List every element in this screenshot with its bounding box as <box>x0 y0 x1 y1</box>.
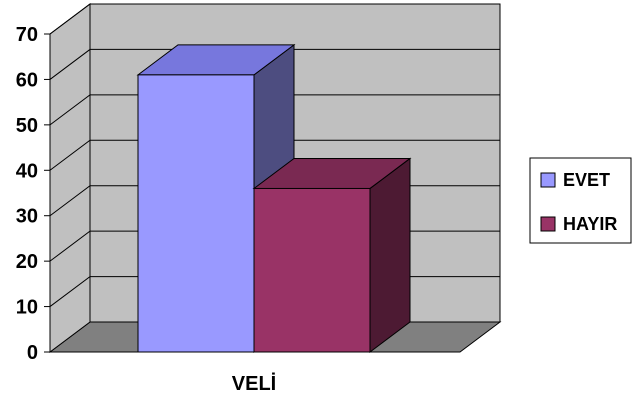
bar-front-face <box>253 187 371 353</box>
bar-front-face <box>137 74 255 353</box>
gridline <box>49 139 500 171</box>
legend-swatch-evet <box>540 172 556 188</box>
gridline <box>49 3 500 35</box>
y-tick-label: 0 <box>27 342 38 364</box>
legend-label-hayir: HAYIR <box>563 214 617 234</box>
bar-hayir <box>252 157 412 353</box>
bars <box>136 43 412 353</box>
legend-label-evet: EVET <box>563 170 610 190</box>
gridline <box>49 48 500 80</box>
y-tick-label: 30 <box>16 206 38 228</box>
legend-box <box>529 157 632 244</box>
y-axis: 0 10 20 30 40 50 60 70 <box>16 24 51 364</box>
y-tick-label: 60 <box>16 69 38 91</box>
x-category-label: VELİ <box>232 372 276 395</box>
y-tick-label: 20 <box>16 251 38 273</box>
bar-side-face <box>369 157 411 353</box>
legend: EVET HAYIR <box>529 157 632 244</box>
y-tick-label: 10 <box>16 297 38 319</box>
gridline <box>49 94 500 126</box>
chart-side-wall <box>49 3 91 353</box>
y-tick-label: 40 <box>16 160 38 182</box>
y-tick-label: 70 <box>16 24 38 46</box>
legend-swatch-hayir <box>540 216 556 232</box>
x-axis-labels: VELİ <box>232 372 276 395</box>
y-tick-label: 50 <box>16 115 38 137</box>
